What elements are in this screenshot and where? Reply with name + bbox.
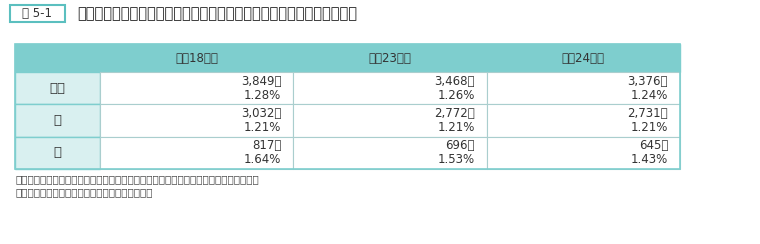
Bar [293,44,486,72]
Text: 2,731人: 2,731人 [627,107,668,120]
Text: 女: 女 [53,146,62,159]
Bar [486,72,680,104]
Text: 1.21%: 1.21% [631,121,668,134]
Text: 3,032人: 3,032人 [241,107,281,120]
Bar [100,137,293,169]
Text: 1.21%: 1.21% [437,121,475,134]
Text: 男: 男 [53,114,62,127]
Text: 精神及び行動の障害による長期病休者数及び全職員に占める割合の推移: 精神及び行動の障害による長期病休者数及び全職員に占める割合の推移 [77,6,357,21]
Bar [100,104,293,137]
Text: 817人: 817人 [252,139,281,152]
Bar [100,44,293,72]
Bar [486,137,680,169]
Text: 1.43%: 1.43% [631,153,668,166]
Text: 696人: 696人 [445,139,475,152]
Text: 1.24%: 1.24% [631,89,668,102]
Text: 平成23年度: 平成23年度 [369,51,411,64]
Text: 1.26%: 1.26% [437,89,475,102]
Bar [293,72,486,104]
Text: 3,468人: 3,468人 [434,75,475,88]
Bar [486,44,680,72]
Bar [15,44,680,169]
Text: 3,849人: 3,849人 [241,75,281,88]
Bar [293,137,486,169]
Text: 3,376人: 3,376人 [628,75,668,88]
Bar [293,104,486,137]
Text: 1.28%: 1.28% [244,89,281,102]
Bar [15,137,100,169]
Text: 1.53%: 1.53% [438,153,475,166]
Bar [486,104,680,137]
Bar [15,72,100,104]
Text: （注）「精神及び行動の障害」には、「神経系の疾患」のうち「自律神経系の障害」に: （注）「精神及び行動の障害」には、「神経系の疾患」のうち「自律神経系の障害」に [15,174,258,184]
Text: 表 5-1: 表 5-1 [23,7,52,20]
Text: 1.64%: 1.64% [244,153,281,166]
Text: 645人: 645人 [638,139,668,152]
Bar [10,5,65,22]
Bar [15,104,100,137]
Text: 分類された者の数を含めて計上している。: 分類された者の数を含めて計上している。 [15,187,153,197]
Text: 平成24年度: 平成24年度 [562,51,605,64]
Text: 2,772人: 2,772人 [434,107,475,120]
Text: 平成18年度: 平成18年度 [176,51,218,64]
Text: 総数: 総数 [49,82,65,95]
Bar [100,72,293,104]
Text: 1.21%: 1.21% [244,121,281,134]
Bar [15,44,100,72]
